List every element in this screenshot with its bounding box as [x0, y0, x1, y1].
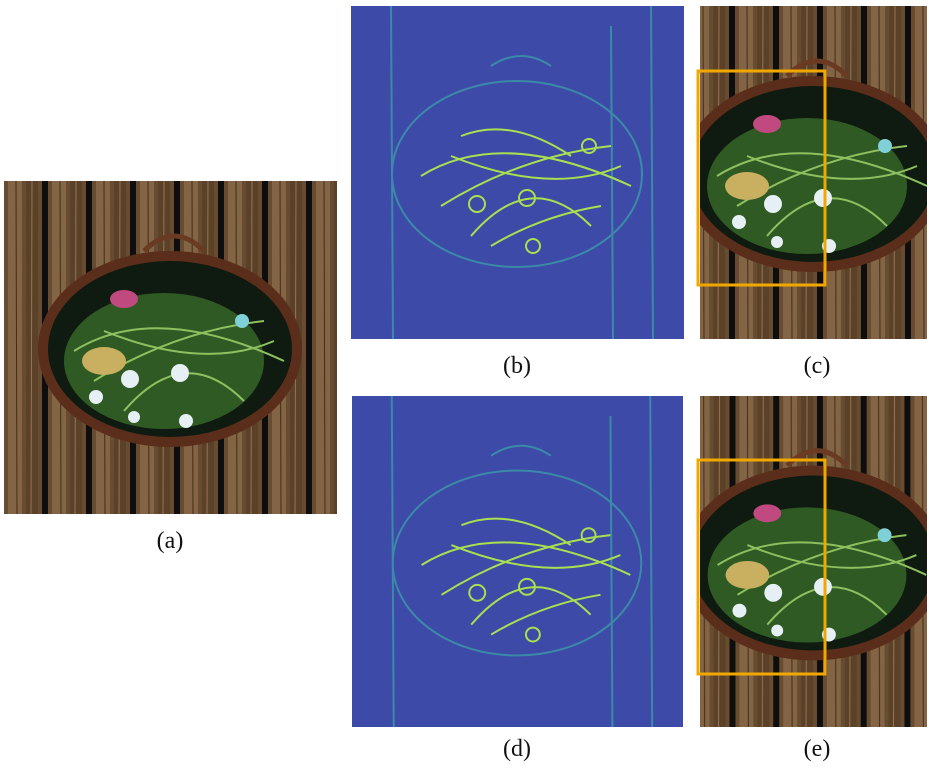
figure: (a) (b) (c) (d) (e) — [0, 0, 929, 765]
caption: (d) — [503, 736, 531, 762]
heatmap — [352, 396, 683, 727]
cropped-image — [648, 396, 929, 727]
caption: (e) — [804, 736, 831, 762]
cropped-image — [647, 6, 929, 339]
heatmap — [351, 6, 684, 339]
caption: (b) — [503, 353, 531, 379]
input-image — [4, 181, 337, 514]
caption: (a) — [157, 528, 184, 554]
caption: (c) — [804, 353, 831, 379]
